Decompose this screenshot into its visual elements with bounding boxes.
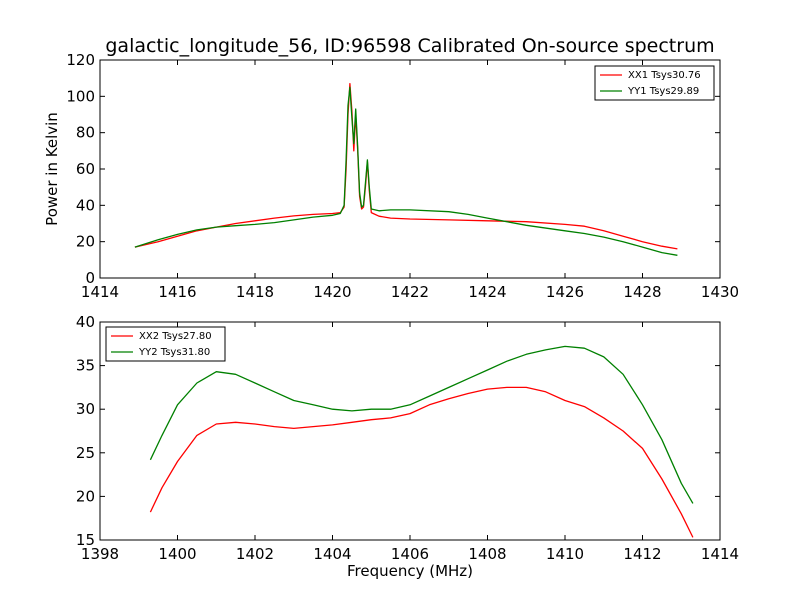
top-y-tick-label: 20 xyxy=(76,233,95,251)
bottom-legend-box xyxy=(105,326,226,362)
bottom-y-tick-label: 25 xyxy=(76,444,95,462)
legend-label-yy1: YY1 Tsys29.89 xyxy=(627,86,699,97)
bottom-x-tick-label: 1412 xyxy=(623,545,661,563)
bottom-x-tick-label: 1404 xyxy=(313,545,351,563)
top-x-tick-label: 1422 xyxy=(391,283,429,301)
bottom-series-line-1 xyxy=(149,386,694,538)
top-series-lines xyxy=(134,82,678,256)
bottom-y-tick-label: 35 xyxy=(76,357,95,375)
top-x-tick-label: 1414 xyxy=(81,283,119,301)
top-y-tick-label: 100 xyxy=(66,87,95,105)
top-x-tick-label: 1430 xyxy=(701,283,739,301)
bottom-series-lines xyxy=(149,345,694,538)
bottom-legend: XX2 Tsys27.80 YY2 Tsys31.80 xyxy=(105,326,226,362)
bottom-x-tick-label: 1414 xyxy=(701,545,739,563)
top-series-line-2 xyxy=(134,86,678,256)
top-x-tick-label: 1426 xyxy=(546,283,584,301)
bottom-series-line-2 xyxy=(149,345,694,504)
bottom-x-tick-label: 1402 xyxy=(236,545,274,563)
legend-label-xx1: XX1 Tsys30.76 xyxy=(628,70,701,81)
bottom-x-tick-label: 1398 xyxy=(81,545,119,563)
bottom-x-tick-label: 1406 xyxy=(391,545,429,563)
top-y-tick-label: 0 xyxy=(85,269,95,287)
top-x-tick-label: 1424 xyxy=(468,283,506,301)
top-y-tick-label: 120 xyxy=(66,51,95,69)
bottom-y-tick-label: 30 xyxy=(76,400,95,418)
top-x-tick-label: 1420 xyxy=(313,283,351,301)
top-x-tick-label: 1418 xyxy=(236,283,274,301)
top-x-tick-label: 1416 xyxy=(158,283,196,301)
top-y-tick-label: 60 xyxy=(76,160,95,178)
chart-title: galactic_longitude_56, ID:96598 Calibrat… xyxy=(105,35,714,57)
bottom-x-tick-label: 1410 xyxy=(546,545,584,563)
bottom-x-axis-label: Frequency (MHz) xyxy=(347,562,473,580)
top-y-tick-label: 40 xyxy=(76,196,95,214)
top-x-tick-label: 1428 xyxy=(623,283,661,301)
bottom-y-tick-label: 20 xyxy=(76,487,95,505)
legend-label-yy2: YY2 Tsys31.80 xyxy=(138,347,210,358)
bottom-axis-ticks: 1398 1400 1402 1404 1406 1408 1410 1412 1414 15 20… xyxy=(76,313,739,563)
top-y-axis-label: Power in Kelvin xyxy=(43,112,61,226)
bottom-x-tick-label: 1408 xyxy=(468,545,506,563)
top-y-tick-label: 80 xyxy=(76,124,95,142)
top-legend: XX1 Tsys30.76 YY1 Tsys29.89 xyxy=(594,65,715,101)
bottom-y-tick-label: 15 xyxy=(76,531,95,549)
bottom-x-tick-label: 1400 xyxy=(158,545,196,563)
top-legend-box xyxy=(594,65,715,101)
top-axis-ticks: 1414 1416 1418 1420 1422 1424 1426 1428 1430 0 20 4… xyxy=(66,51,739,301)
legend-label-xx2: XX2 Tsys27.80 xyxy=(139,331,212,342)
bottom-y-tick-label: 40 xyxy=(76,313,95,331)
